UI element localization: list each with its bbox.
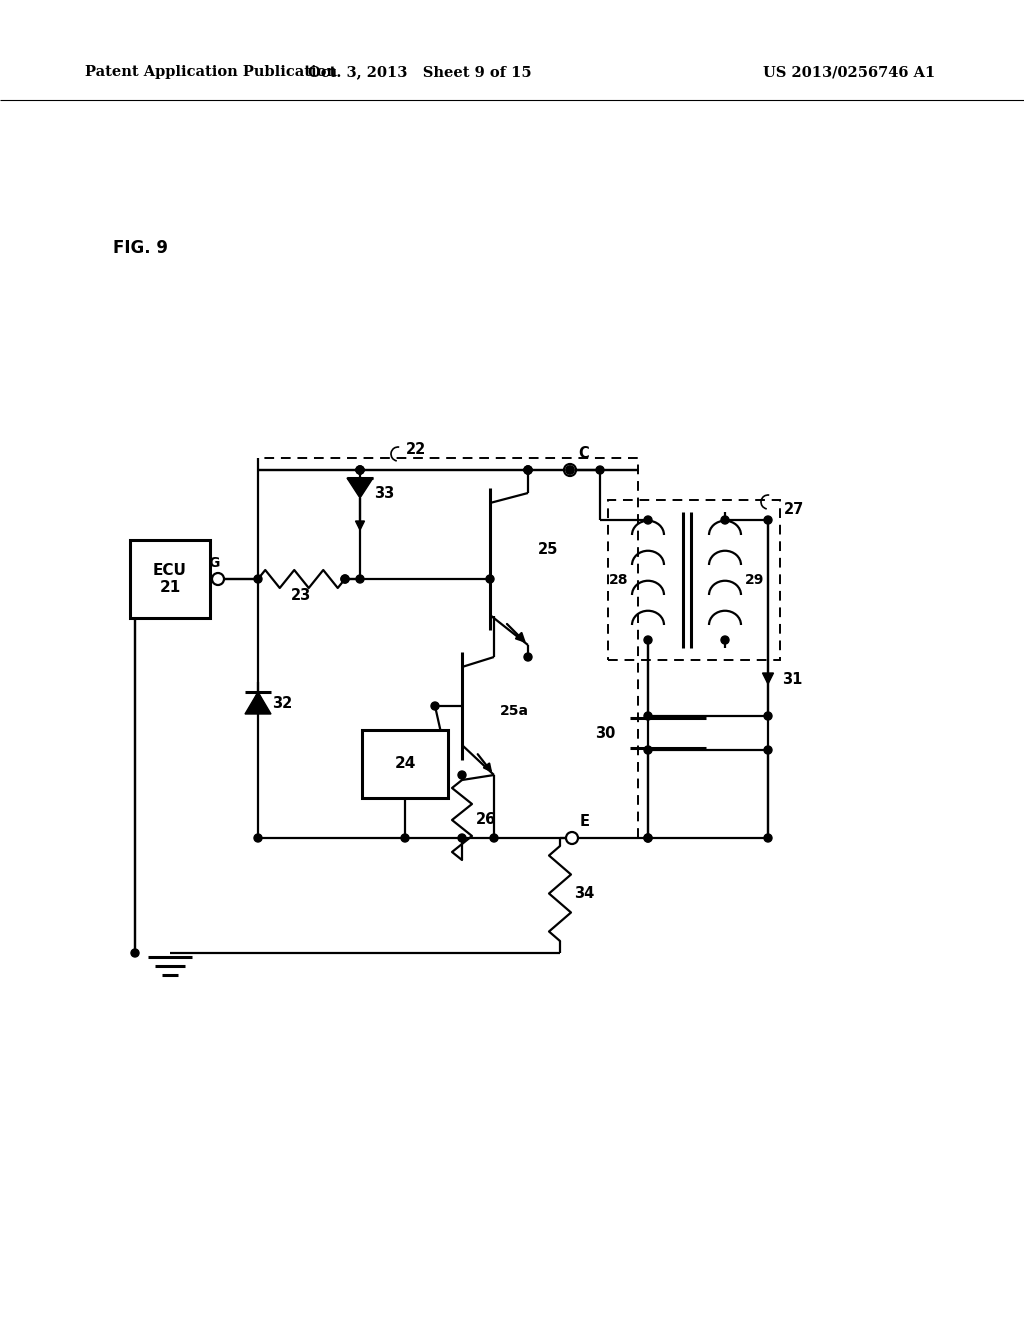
Text: 27: 27 — [784, 503, 804, 517]
Circle shape — [644, 516, 652, 524]
Bar — [362, 730, 449, 799]
Text: 26: 26 — [476, 813, 497, 828]
Circle shape — [764, 516, 772, 524]
Text: Patent Application Publication: Patent Application Publication — [85, 65, 337, 79]
Circle shape — [341, 576, 349, 583]
Circle shape — [486, 576, 494, 583]
Circle shape — [356, 466, 364, 474]
Circle shape — [254, 576, 262, 583]
Circle shape — [524, 466, 532, 474]
Circle shape — [566, 466, 574, 474]
Text: E: E — [580, 814, 590, 829]
Circle shape — [524, 653, 532, 661]
Text: 25a: 25a — [500, 704, 529, 718]
Circle shape — [431, 702, 439, 710]
Text: 24: 24 — [394, 756, 416, 771]
Circle shape — [131, 949, 139, 957]
Circle shape — [764, 746, 772, 754]
Circle shape — [721, 516, 729, 524]
Circle shape — [341, 576, 349, 583]
Polygon shape — [245, 692, 271, 714]
Circle shape — [490, 834, 498, 842]
Circle shape — [764, 834, 772, 842]
Text: US 2013/0256746 A1: US 2013/0256746 A1 — [763, 65, 935, 79]
Text: ECU
21: ECU 21 — [153, 562, 187, 595]
Bar — [258, 458, 638, 838]
Circle shape — [566, 466, 574, 474]
Circle shape — [644, 746, 652, 754]
Text: 25: 25 — [538, 541, 558, 557]
Circle shape — [213, 574, 223, 585]
Polygon shape — [355, 521, 365, 531]
Text: 31: 31 — [782, 672, 803, 686]
Circle shape — [458, 834, 466, 842]
Text: G: G — [208, 556, 220, 570]
Polygon shape — [763, 673, 773, 684]
Circle shape — [356, 576, 364, 583]
Text: 33: 33 — [374, 487, 394, 502]
Text: 32: 32 — [272, 697, 292, 711]
Circle shape — [356, 466, 364, 474]
Text: 30: 30 — [595, 726, 615, 741]
Circle shape — [567, 833, 578, 843]
Circle shape — [524, 466, 532, 474]
Circle shape — [644, 834, 652, 842]
Circle shape — [254, 834, 262, 842]
Circle shape — [356, 466, 364, 474]
Text: FIG. 9: FIG. 9 — [113, 239, 168, 257]
Circle shape — [644, 834, 652, 842]
Circle shape — [764, 711, 772, 719]
Circle shape — [565, 465, 575, 475]
Circle shape — [644, 636, 652, 644]
Text: 28: 28 — [608, 573, 628, 587]
Polygon shape — [347, 478, 373, 498]
Circle shape — [401, 834, 409, 842]
Circle shape — [524, 466, 532, 474]
Circle shape — [458, 771, 466, 779]
Text: 23: 23 — [292, 589, 311, 603]
Circle shape — [721, 636, 729, 644]
Bar — [130, 540, 210, 618]
Bar — [608, 500, 780, 660]
Circle shape — [596, 466, 604, 474]
Text: C: C — [578, 446, 589, 462]
Polygon shape — [254, 692, 262, 701]
Text: Oct. 3, 2013   Sheet 9 of 15: Oct. 3, 2013 Sheet 9 of 15 — [308, 65, 531, 79]
Circle shape — [644, 711, 652, 719]
Text: 34: 34 — [574, 886, 594, 902]
Text: 22: 22 — [406, 442, 426, 458]
Text: 29: 29 — [745, 573, 764, 587]
